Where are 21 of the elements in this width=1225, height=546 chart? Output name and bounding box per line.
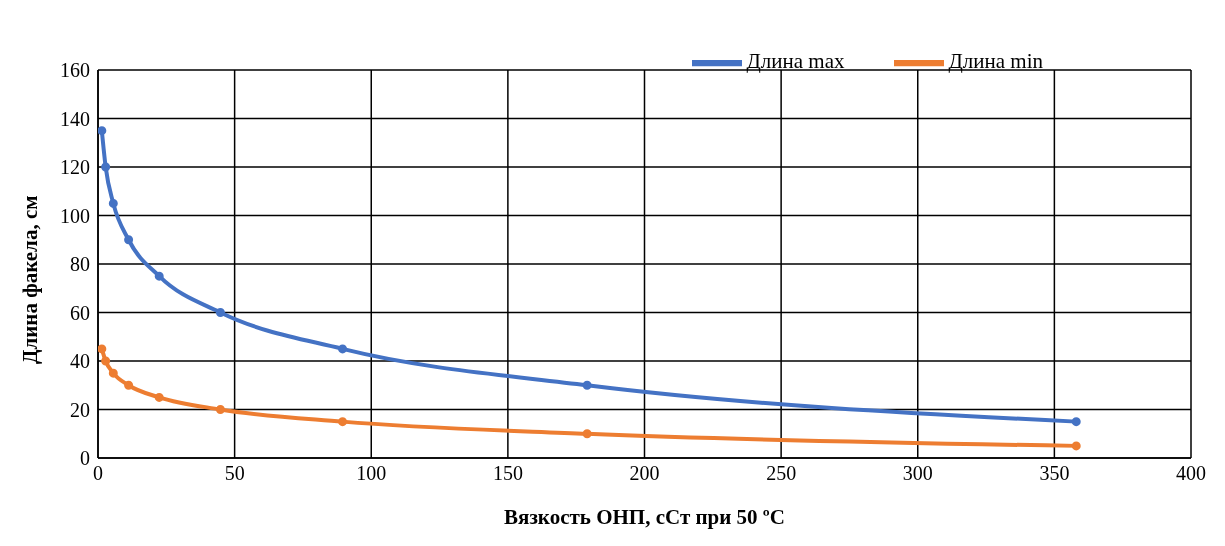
x-tick-label: 150 <box>492 462 523 485</box>
y-axis-title: Длина факела, см <box>18 195 43 364</box>
y-tick-label: 20 <box>70 398 90 421</box>
y-tick-label: 140 <box>60 107 90 130</box>
y-tick-label: 100 <box>60 204 90 227</box>
y-tick-label: 0 <box>80 447 90 470</box>
x-tick-label: 250 <box>766 462 797 485</box>
x-tick-label: 100 <box>356 462 387 485</box>
x-tick-label: 400 <box>1176 462 1206 485</box>
x-tick-label: 200 <box>629 462 660 485</box>
x-axis-title: Вязкость ОНП, сСт при 50 ºС <box>504 505 785 529</box>
legend-label: Длина max <box>746 48 845 73</box>
x-tick-label: 350 <box>1039 462 1070 485</box>
legend-label: Длина min <box>948 48 1043 73</box>
y-tick-label: 60 <box>70 301 90 324</box>
x-tick-label: 300 <box>902 462 933 485</box>
y-tick-label: 80 <box>70 253 90 276</box>
y-tick-label: 40 <box>70 350 90 373</box>
x-tick-label: 50 <box>224 462 245 485</box>
y-tick-label: 120 <box>60 156 90 179</box>
y-tick-label: 160 <box>60 59 90 82</box>
